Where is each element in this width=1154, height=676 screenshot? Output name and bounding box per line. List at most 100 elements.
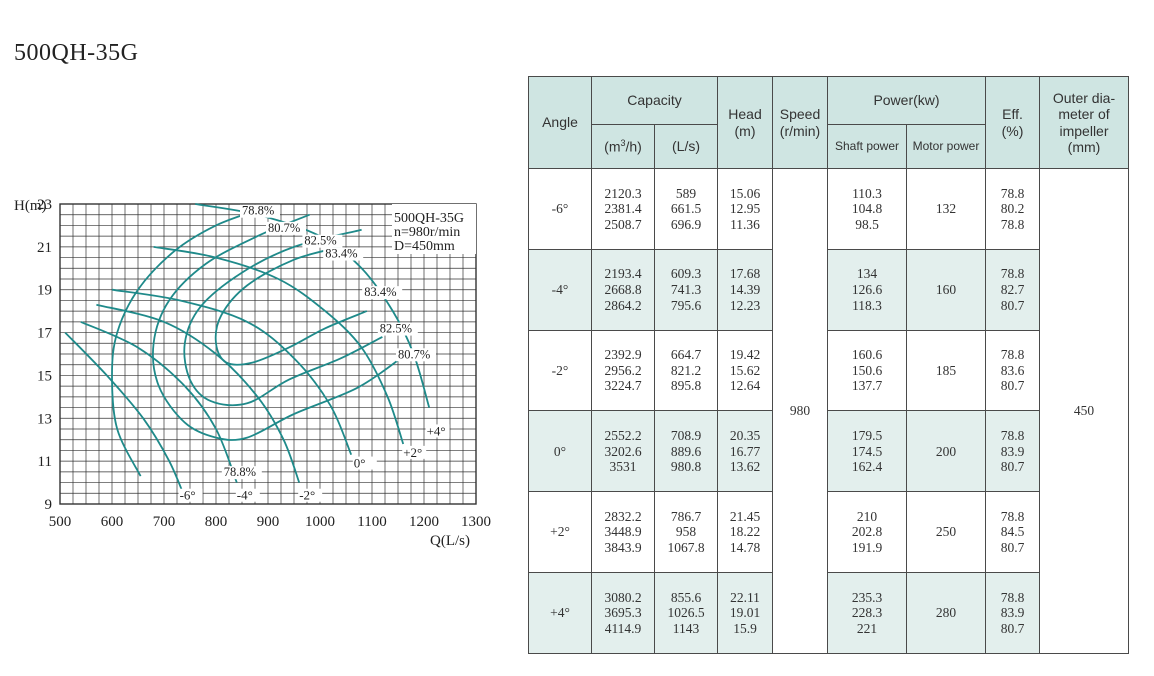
angle-label: +4° <box>427 423 446 438</box>
cell-head: 22.11 19.01 15.9 <box>717 572 773 654</box>
chart-labels: 500 600 700 800 900 1000 1100 1200 1300 9 11 13 15 17… <box>37 197 491 530</box>
cell-eff: 78.8 83.9 80.7 <box>985 572 1040 654</box>
table-row: +4° 3080.2 3695.3 4114.9 855.6 1026.5 1143 22.1… <box>528 572 1129 654</box>
x-tick-label: 1000 <box>305 514 335 530</box>
header-angle: Angle <box>528 76 592 169</box>
efficiency-label: 83.4% <box>364 285 396 299</box>
angle-curve <box>80 321 238 483</box>
x-tick-label: 1300 <box>461 514 491 530</box>
legend-model: 500QH-35G <box>394 211 464 226</box>
cell-capacity-m3h: 2193.4 2668.8 2864.2 <box>591 248 655 331</box>
cell-eff: 78.8 82.7 80.7 <box>985 248 1040 331</box>
y-tick-label: 17 <box>37 326 53 342</box>
cell-capacity-m3h: 2392.9 2956.2 3224.7 <box>591 329 655 412</box>
angle-curve <box>96 303 301 483</box>
efficiency-label-bg <box>377 322 418 336</box>
cell-motor-power: 250 <box>906 491 986 574</box>
cell-motor-power: 185 <box>906 329 986 412</box>
cell-angle: -4° <box>528 248 592 331</box>
cell-capacity-m3h: 2552.2 3202.6 3531 <box>591 410 655 493</box>
header-head: Head (m) <box>717 76 773 169</box>
cell-shaft-power: 110.3 104.8 98.5 <box>827 168 907 250</box>
angle-label-bg <box>298 488 323 502</box>
cell-eff: 78.8 83.6 80.7 <box>985 329 1040 412</box>
header-capacity-m3h: (m3/h) <box>591 124 655 169</box>
table-row: -6° 2120.3 2381.4 2508.7 589 661.5 696.9 15.06 1… <box>528 168 1129 654</box>
angle-label: -6° <box>180 488 196 503</box>
cell-eff: 78.8 80.2 78.8 <box>985 168 1040 250</box>
cell-capacity-ls: 708.9 889.6 980.8 <box>654 410 718 493</box>
header-capacity-ls: (L/s) <box>654 124 718 169</box>
table-row: -2° 2392.9 2956.2 3224.7 664.7 821.2 895.8 19.4… <box>528 329 1129 412</box>
x-axis-label: Q(L/s) <box>430 533 470 549</box>
performance-table: Angle Capacity Head (m) Speed (r/min) Powe… <box>528 76 1129 654</box>
cell-angle: +4° <box>528 572 592 654</box>
angle-label-bg <box>402 445 427 459</box>
header-outer-diameter: Outer dia-meter of impeller (mm) <box>1039 76 1129 169</box>
efficiency-label-bg <box>302 234 343 248</box>
efficiency-label: 78.8% <box>242 204 274 218</box>
x-tick-label: 500 <box>49 514 72 530</box>
header-speed: Speed (r/min) <box>772 76 828 169</box>
angle-curve <box>111 288 353 456</box>
header-motor-power: Motor power <box>906 124 986 169</box>
cell-shaft-power: 134 126.6 118.3 <box>827 248 907 331</box>
angle-curve <box>64 331 186 498</box>
cell-head: 20.35 16.77 13.62 <box>717 410 773 493</box>
legend-speed: n=980r/min <box>394 225 460 240</box>
efficiency-label: 83.4% <box>325 247 357 261</box>
x-tick-label: 800 <box>205 514 228 530</box>
cell-angle: +2° <box>528 491 592 574</box>
x-tick-label: 1200 <box>409 514 439 530</box>
y-tick-label: 13 <box>37 411 52 427</box>
cell-eff: 78.8 84.5 80.7 <box>985 491 1040 574</box>
angle-label-bg <box>235 488 260 502</box>
header-shaft-power: Shaft power <box>827 124 907 169</box>
x-tick-label: 1100 <box>357 514 386 530</box>
cell-head: 15.06 12.95 11.36 <box>717 168 773 250</box>
cell-angle: 0° <box>528 410 592 493</box>
header-power: Power(kw) <box>827 76 986 125</box>
efficiency-label: 82.5% <box>380 322 412 336</box>
x-tick-label: 700 <box>153 514 176 530</box>
cell-capacity-m3h: 2120.3 2381.4 2508.7 <box>591 168 655 250</box>
angle-label-bg <box>425 424 450 438</box>
model-title: 500QH-35G <box>14 40 139 66</box>
cell-angle: -6° <box>528 168 592 250</box>
y-tick-label: 21 <box>37 240 52 256</box>
header-eff: Eff. (%) <box>985 76 1040 169</box>
efficiency-label-bg <box>221 466 262 480</box>
efficiency-label: 82.5% <box>304 234 336 248</box>
angle-label: 0° <box>354 456 366 471</box>
angle-label: -4° <box>237 488 253 503</box>
cell-capacity-ls: 786.7 958 1067.8 <box>654 491 718 574</box>
x-tick-label: 900 <box>257 514 280 530</box>
cell-motor-power: 132 <box>906 168 986 250</box>
chart-curves <box>64 203 431 498</box>
angle-label: -2° <box>299 488 315 503</box>
cell-shaft-power: 210 202.8 191.9 <box>827 491 907 574</box>
performance-curve-chart: 500 600 700 800 900 1000 1100 1200 1300 9 11 13 15 17… <box>14 197 491 549</box>
cell-shaft-power: 235.3 228.3 221 <box>827 572 907 654</box>
y-tick-label: 23 <box>37 197 52 213</box>
angle-label: +2° <box>403 445 422 460</box>
cell-shaft-power: 160.6 150.6 137.7 <box>827 329 907 412</box>
legend-diameter: D=450mm <box>394 239 455 254</box>
efficiency-label-bg <box>323 247 364 261</box>
angle-label-bg <box>178 488 203 502</box>
cell-capacity-ls: 589 661.5 696.9 <box>654 168 718 250</box>
y-tick-label: 15 <box>37 368 52 384</box>
table-row: +2° 2832.2 3448.9 3843.9 786.7 958 1067.8 21.45… <box>528 491 1129 574</box>
cell-capacity-ls: 609.3 741.3 795.6 <box>654 248 718 331</box>
plot-frame <box>59 203 477 505</box>
efficiency-label-bg <box>240 204 280 218</box>
y-tick-label: 9 <box>45 497 53 513</box>
efficiency-label: 78.8% <box>224 465 256 479</box>
x-tick-label: 600 <box>101 514 124 530</box>
cell-motor-power: 280 <box>906 572 986 654</box>
cell-capacity-ls: 664.7 821.2 895.8 <box>654 329 718 412</box>
cell-capacity-ls: 855.6 1026.5 1143 <box>654 572 718 654</box>
cell-angle: -2° <box>528 329 592 412</box>
cell-shaft-power: 179.5 174.5 162.4 <box>827 410 907 493</box>
y-tick-label: 19 <box>37 283 52 299</box>
